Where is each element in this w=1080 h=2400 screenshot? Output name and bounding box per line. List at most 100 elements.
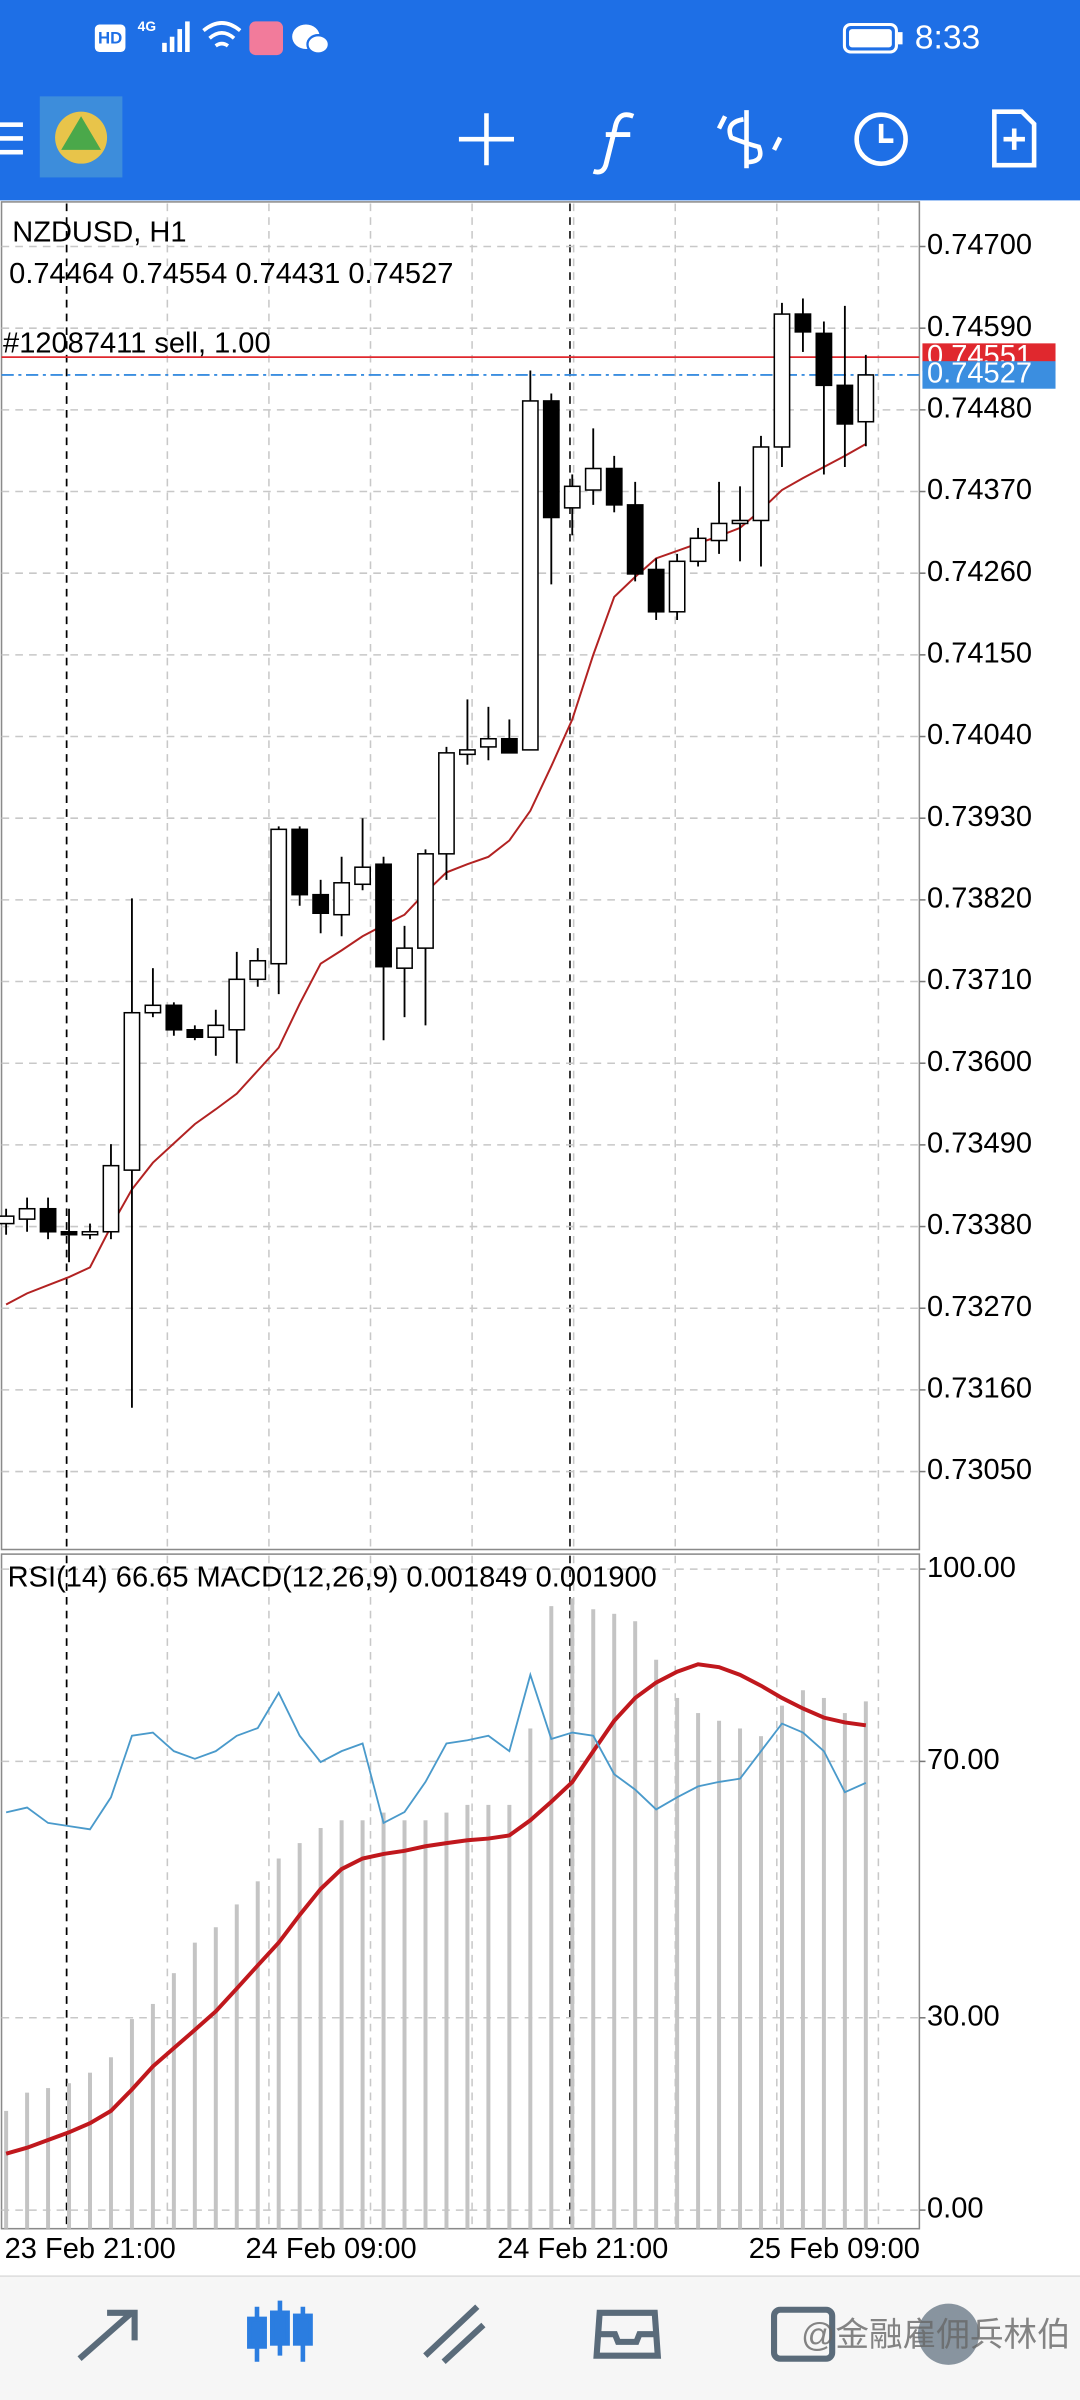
candle-body [18,1207,36,1220]
candle-body [165,1004,183,1031]
doc-icon [992,109,1037,168]
histogram-bar [486,1804,491,2229]
histogram-bar [465,1804,470,2229]
candle-body [228,978,246,1031]
candle-body [689,537,707,563]
signal-bar [177,29,183,53]
y-tick-label: 30.00 [927,2000,1000,2032]
histogram-bar [25,2092,30,2229]
y-tick-label: 0.73600 [927,1046,1032,1078]
histogram-bar [549,1606,554,2229]
histogram-bar [528,1728,533,2229]
price-tag [922,361,1056,389]
candle-body [459,749,476,756]
histogram-bar [633,1621,638,2229]
app-notify-icon [249,21,284,56]
chart-tab[interactable] [247,2300,313,2362]
y-tick-label: 0.00 [927,2193,984,2225]
histogram-bar [4,2110,9,2229]
histogram-bar [444,1812,449,2229]
indicators-button[interactable] [592,112,635,175]
main-panel [0,201,921,1551]
history-tab-icon [593,2309,662,2359]
histogram-bar [738,1728,743,2229]
histogram-bar [717,1720,722,2229]
candle-body [354,866,372,886]
candle-body [731,519,749,525]
y-tick-label: 0.73380 [927,1209,1032,1241]
y-tick-label: 0.74590 [927,311,1032,343]
messages-tab[interactable] [770,2306,836,2362]
chart-tab-icon [292,2313,313,2346]
settings-tab[interactable] [917,2303,980,2365]
candle-body [333,882,351,916]
histogram-bar [360,1820,365,2229]
y-tick-label: 0.73490 [927,1128,1032,1160]
chart-tab-icon [247,2316,267,2349]
candle-body [39,1207,57,1233]
candle-body [794,313,812,333]
trade-tab[interactable] [423,2304,486,2365]
candle-body [312,893,330,914]
candle-body [249,959,267,981]
histogram-bar [276,1858,281,2229]
histogram-bar [297,1843,302,2229]
histogram-bar [129,2019,134,2229]
candle-body [291,828,309,896]
logo-shape [61,116,101,150]
chart-tab-icon [270,2310,290,2346]
price-tag-label: 0.74527 [927,358,1032,390]
histogram-bar [318,1827,323,2229]
y-tick-label: 0.74480 [927,393,1032,425]
candle-body [668,560,686,613]
candle-body [857,374,875,423]
clock-hands [878,123,894,144]
histogram-bar [67,2083,72,2229]
status-bar: HD 4G 8:33 [94,19,980,57]
histogram-bar [108,2057,113,2229]
trade-tab-icon [423,2304,486,2365]
new-order-button[interactable] [992,109,1037,168]
trade-button[interactable] [716,110,783,169]
quotes-icon [77,2309,138,2361]
app-logo[interactable] [39,96,123,178]
candle-body [626,504,644,575]
menu-button[interactable] [0,122,23,155]
y-tick-label: 70.00 [927,1744,1000,1776]
period-button[interactable] [854,112,908,166]
histogram-bar [800,1690,805,2229]
candle-body [584,467,602,491]
histogram-bar [381,1812,386,2229]
y-tick-label: 0.73050 [927,1454,1032,1486]
crosshair-button[interactable] [458,113,514,166]
candle-body [521,400,539,751]
candle-body [144,1004,162,1014]
candle-body [479,737,497,748]
y-tick-label: 0.74040 [927,719,1032,751]
y-tick-label: 0.73710 [927,964,1032,996]
x-tick-label: 24 Feb 21:00 [497,2233,668,2265]
y-tick-label: 0.73820 [927,883,1032,915]
histogram-bar [863,1701,868,2229]
histogram-bar [507,1804,512,2229]
histogram-bar [759,1736,763,2229]
history-tab[interactable] [593,2309,662,2359]
histogram-bar [570,1598,575,2229]
indicator-line [5,1662,867,2156]
candle-body [60,1230,78,1236]
y-tick-label: 0.73160 [927,1373,1032,1405]
hd-badge [94,24,126,53]
candle-body [102,1164,120,1233]
y-tick-label: 0.73930 [927,801,1032,833]
candle-body [563,485,581,509]
histogram-bar [654,1659,659,2229]
chat-icon [306,34,331,55]
candle-body [81,1230,99,1236]
battery-level [849,29,892,48]
y-tick-label: 0.73270 [927,1291,1032,1323]
candle-body [123,1011,141,1171]
candle-body [375,863,392,968]
candle-body [605,467,623,506]
quotes-tab[interactable] [77,2309,138,2361]
